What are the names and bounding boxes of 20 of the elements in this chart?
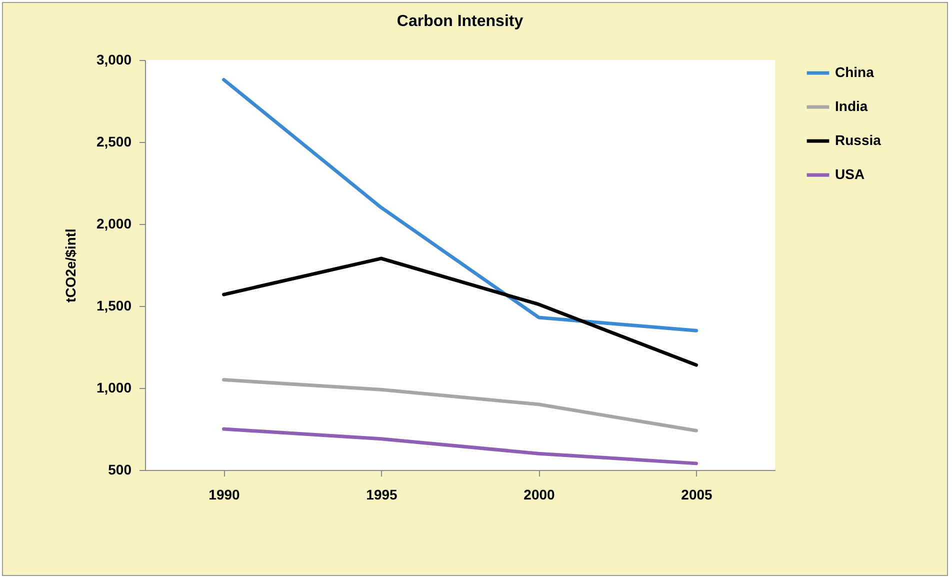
legend-label: India (835, 98, 868, 114)
x-tick-label: 1995 (366, 486, 398, 502)
y-tick-label: 2,500 (96, 134, 132, 150)
line-series (222, 427, 698, 466)
legend-label: Russia (835, 132, 882, 148)
line-series (222, 378, 698, 432)
line-series (222, 78, 698, 332)
chart-title: Carbon Intensity (396, 13, 524, 30)
x-tick-label: 2000 (524, 486, 556, 502)
y-tick-label: 1,500 (96, 298, 132, 314)
y-tick-label: 1,000 (96, 380, 132, 396)
x-tick-label: 1990 (208, 486, 240, 502)
y-tick-label: 2,000 (96, 216, 132, 232)
x-tick-label: 2005 (681, 486, 713, 502)
y-tick-label: 3,000 (96, 52, 132, 68)
y-axis-title: tCO2e/$intl (62, 228, 78, 302)
line-series (222, 256, 698, 367)
legend-label: China (835, 64, 874, 80)
y-tick-label: 500 (108, 462, 132, 478)
legend-label: USA (835, 166, 865, 182)
